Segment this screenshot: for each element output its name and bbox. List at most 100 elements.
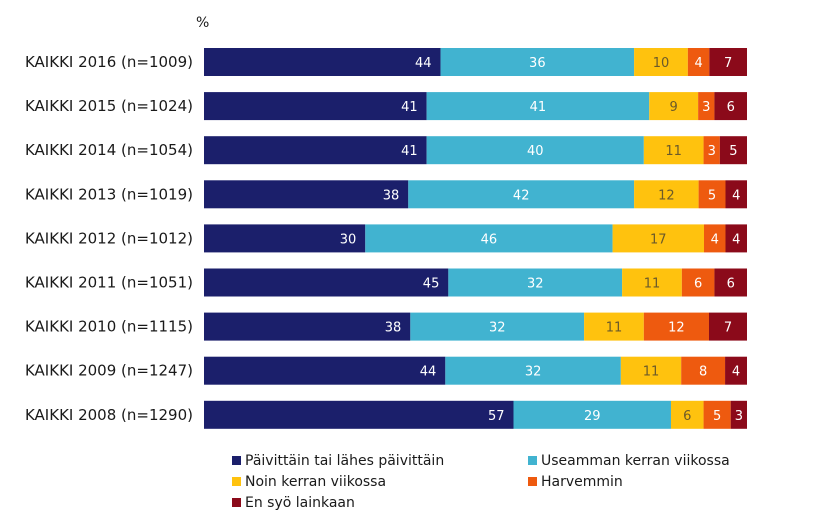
data-label: 57 [488,409,505,424]
data-label: 42 [513,188,530,203]
legend-label: Useamman kerran viikossa [541,453,730,469]
legend-label: En syö lainkaan [245,495,355,511]
category-label: KAIKKI 2014 (n=1054) [25,141,193,159]
legend-swatch [232,498,241,507]
bar-segment [408,180,635,209]
data-label: 8 [699,365,707,380]
data-label: 11 [665,144,682,159]
bar-segment [204,312,411,341]
data-label: 12 [668,321,685,336]
bar-segment [708,312,747,341]
bar-segment [725,356,747,385]
data-label: 32 [525,365,542,380]
legend-swatch [528,477,537,486]
bar-segment [620,356,682,385]
data-label: 4 [711,232,719,247]
bar-segment [448,268,623,297]
bar-segment [204,224,366,253]
data-label: 5 [708,188,716,203]
legend-label: Päivittäin tai lähes päivittäin [245,453,444,469]
bar-segment [204,92,427,121]
bars-group: 44 36 10 4 741 41 9 3 641 40 11 3 538 42 12 5 430 46 17 4 44… [204,48,747,429]
data-label: 45 [423,277,440,292]
bar-segment [719,136,747,165]
data-label: 7 [724,56,732,71]
data-label: 4 [732,365,740,380]
data-label: 46 [481,232,498,247]
bar-segment [714,268,747,297]
bar-segment [426,92,650,121]
legend-label: Harvemmin [541,474,623,490]
data-label: 4 [732,188,740,203]
bar-segment [649,92,699,121]
bar-segment [698,92,715,121]
category-labels: KAIKKI 2016 (n=1009) KAIKKI 2015 (n=1024)… [25,53,193,424]
data-label: 44 [420,365,437,380]
bar-segment [426,136,644,165]
bar-segment [634,48,688,76]
bar-segment [703,224,726,253]
data-label: 40 [527,144,544,159]
bar-segment [612,224,704,253]
bar-segment [687,48,710,76]
data-label: 32 [489,321,506,336]
data-label: 9 [670,100,678,115]
bar-segment [634,180,699,209]
data-label: 6 [727,100,735,115]
data-label: 44 [415,56,432,71]
category-label: KAIKKI 2013 (n=1019) [25,185,193,203]
data-label: 5 [713,409,721,424]
bar-segment [440,48,635,76]
bar-segment [703,400,731,429]
data-label: 29 [584,409,601,424]
bar-segment [643,136,704,165]
data-label: 17 [650,232,667,247]
category-label: KAIKKI 2011 (n=1051) [25,274,193,292]
bar-segment [698,180,726,209]
data-label: 3 [735,409,743,424]
bar-segment [204,136,427,165]
bar-segment [204,356,446,385]
data-label: 30 [340,232,357,247]
bar-segment [445,356,621,385]
data-label: 7 [724,321,732,336]
data-label: 5 [729,144,737,159]
data-label: 11 [644,277,661,292]
data-label: 41 [401,144,418,159]
bar-segment [703,136,720,165]
data-label: 32 [527,277,544,292]
bar-segment [643,312,709,341]
bar-segment [725,224,747,253]
data-label: 38 [383,188,400,203]
data-label: 3 [702,100,710,115]
bar-segment [714,92,747,121]
data-label: 36 [529,56,546,71]
data-label: 6 [694,277,702,292]
data-label: 41 [530,100,547,115]
data-label: 11 [643,365,660,380]
bar-segment [204,400,514,429]
bar-segment [622,268,682,297]
bar-segment [730,400,747,429]
unit-label: % [196,15,209,31]
category-label: KAIKKI 2008 (n=1290) [25,406,193,424]
category-label: KAIKKI 2012 (n=1012) [25,229,193,247]
data-label: 4 [694,56,702,71]
legend: Päivittäin tai lähes päivittäin Useamman … [232,453,730,511]
data-label: 3 [708,144,716,159]
legend-swatch [232,477,241,486]
bar-segment [204,268,449,297]
data-label: 11 [606,321,623,336]
bar-segment [681,356,726,385]
legend-label: Noin kerran viikossa [245,474,386,490]
bar-segment [681,268,715,297]
data-label: 6 [727,277,735,292]
data-label: 10 [653,56,670,71]
bar-segment [725,180,747,209]
bar-segment [410,312,585,341]
data-label: 41 [401,100,418,115]
category-label: KAIKKI 2016 (n=1009) [25,53,193,71]
data-label: 6 [683,409,691,424]
data-label: 38 [385,321,402,336]
bar-segment [709,48,747,76]
